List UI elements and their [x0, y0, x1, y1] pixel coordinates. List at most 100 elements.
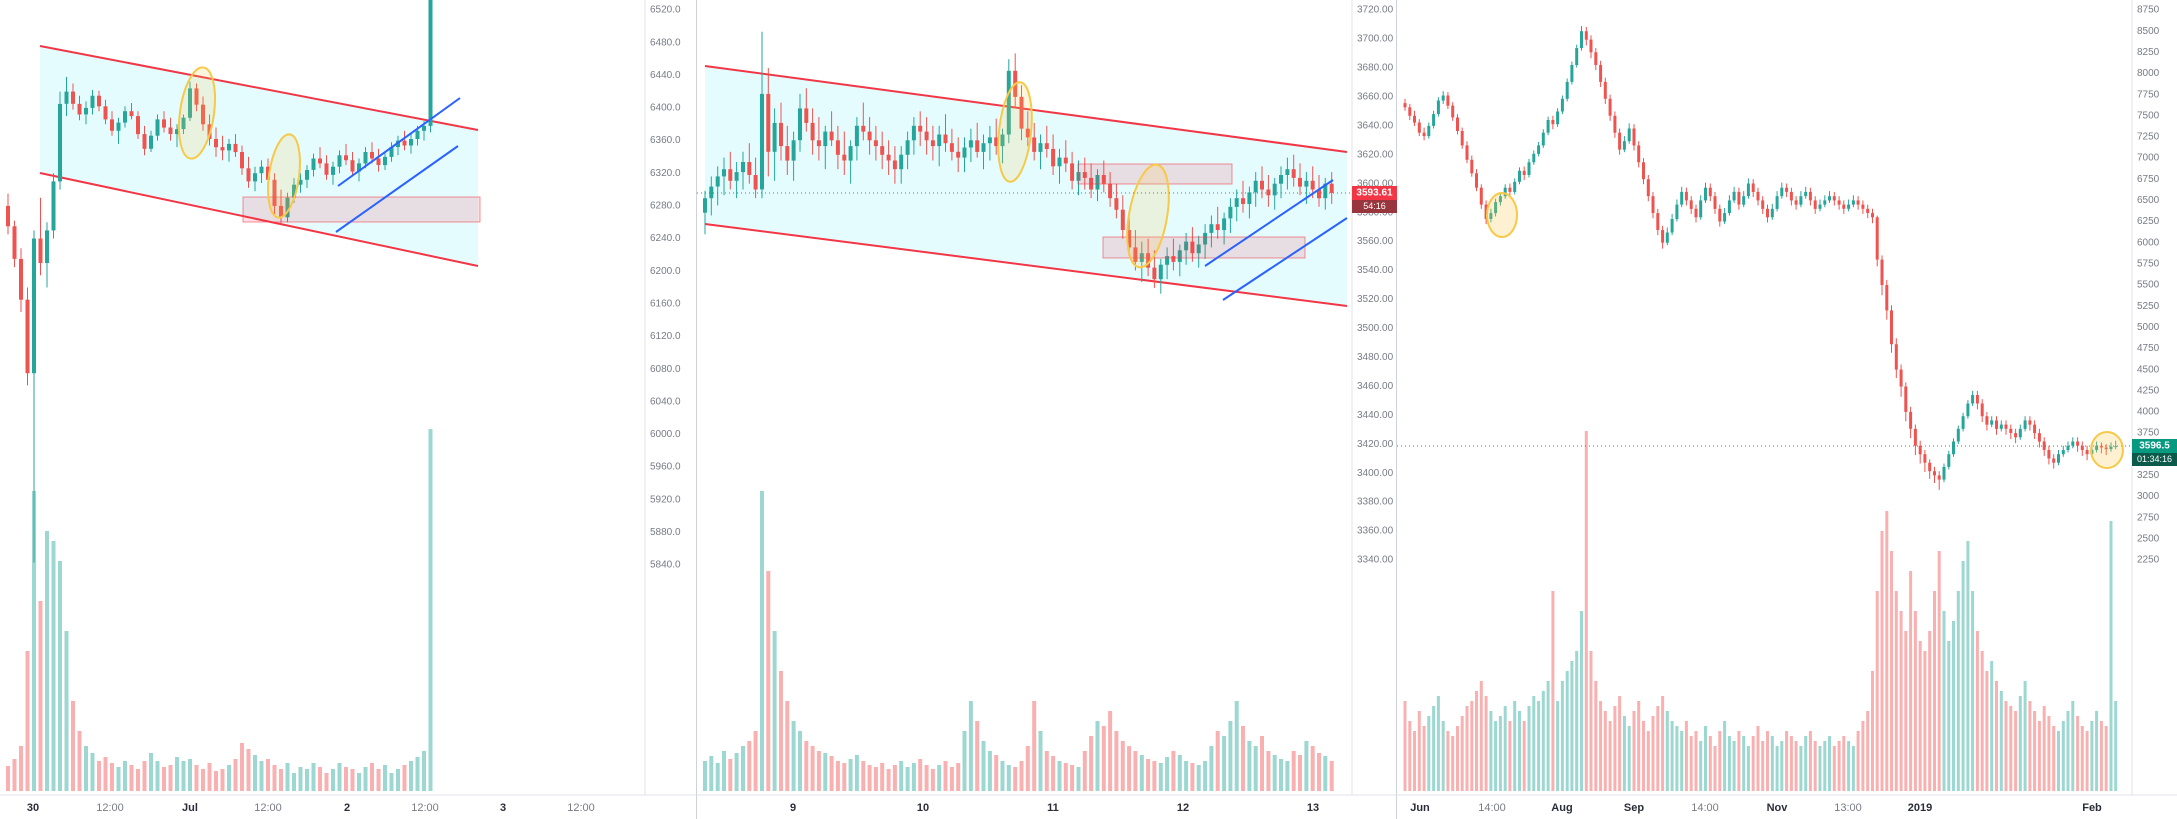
ascending-trendline-1[interactable]: [337, 97, 461, 187]
candle-body: [1799, 196, 1803, 205]
volume-bar: [1575, 651, 1579, 791]
price-badge-value: 3596.5: [2139, 441, 2170, 452]
volume-bar: [918, 759, 923, 791]
candle-body: [1222, 218, 1227, 230]
volume-bar: [1799, 746, 1803, 791]
x-tick-label: Sep: [1624, 802, 1644, 814]
volume-bar: [253, 755, 257, 791]
highlight-ellipse-1[interactable]: [994, 81, 1036, 184]
time-axis[interactable]: Jun 14:00 Aug Sep 14:00 Nov 13:00 2019 Feb: [1410, 802, 2102, 814]
volume-bar: [1961, 561, 1965, 791]
candle-body: [854, 125, 859, 147]
volume-bar: [19, 746, 23, 791]
chart-canvas-1[interactable]: 6520.0 6480.0 6440.0 6400.0 6360.0 6320.0 6280…: [0, 0, 697, 819]
time-axis[interactable]: 9 10 11 12 13: [790, 802, 1319, 814]
candle-body: [1266, 189, 1271, 196]
x-tick-label: 12:00: [567, 802, 595, 814]
volume-bar: [791, 721, 796, 791]
price-axis[interactable]: 8750 8500 8250 8000 7750 7500 7250 7000 6750 6500…: [2137, 5, 2160, 566]
drawings-over-layer: [697, 81, 1352, 301]
volume-bar: [873, 767, 878, 791]
volume-bar: [110, 763, 114, 791]
volume-bar: [1756, 726, 1760, 791]
volume-bar: [1923, 651, 1927, 791]
volume-bar: [38, 601, 43, 791]
candle-body: [1742, 196, 1746, 205]
chart-panel-2[interactable]: 3720.00 3700.00 3680.00 3660.00 3640.00 3620.…: [697, 0, 1397, 819]
channel-lower-line[interactable]: [704, 223, 1348, 307]
candle-body: [1875, 217, 1879, 260]
y-tick-label: 6000.0: [650, 429, 681, 440]
candle-body: [1120, 209, 1125, 230]
y-tick-label: 3660.00: [1357, 91, 1394, 102]
highlight-ellipse-2[interactable]: [2090, 431, 2124, 469]
volume-bar: [1684, 721, 1688, 791]
volume-bar: [1032, 701, 1037, 791]
candle-body: [1025, 128, 1030, 138]
chart-panel-3[interactable]: 8750 8500 8250 8000 7750 7500 7250 7000 6750 6500…: [1397, 0, 2177, 819]
volume-bar: [298, 767, 303, 791]
volume-bar: [715, 763, 720, 791]
volume-bar: [2023, 681, 2027, 791]
highlight-ellipse-2[interactable]: [1120, 161, 1175, 270]
candle-body: [409, 139, 413, 146]
chart-canvas-3[interactable]: 8750 8500 8250 8000 7750 7500 7250 7000 6750 6500…: [1397, 0, 2177, 819]
candle-body: [246, 168, 251, 182]
y-tick-label: 8250: [2137, 47, 2160, 58]
volume-bar: [1966, 541, 1970, 791]
candle-body: [129, 111, 134, 117]
volume-bar: [785, 701, 790, 791]
channel-lower-line[interactable]: [39, 172, 479, 267]
volume-bar: [848, 759, 853, 791]
volume-bar: [1101, 726, 1106, 791]
time-axis[interactable]: 30 12:00 Jul 12:00 2 12:00 3 12:00: [27, 802, 595, 814]
y-tick-label: 5840.0: [650, 560, 681, 571]
candle-body: [880, 146, 885, 155]
support-zone-rect[interactable]: [242, 196, 481, 223]
candle-body: [331, 166, 335, 175]
ascending-trendline-1[interactable]: [1204, 179, 1334, 267]
candle-body: [1866, 208, 1870, 213]
y-tick-label: 5880.0: [650, 527, 681, 538]
candle-body: [1670, 219, 1674, 233]
volume-bar: [1532, 696, 1536, 791]
candle-body: [1751, 183, 1755, 192]
volume-bar: [1875, 591, 1879, 791]
volume-bar: [1565, 671, 1569, 791]
candle-body: [835, 140, 840, 155]
ascending-trendline-2[interactable]: [1222, 217, 1348, 301]
volume-bar: [1708, 736, 1712, 791]
candle-body: [1253, 180, 1258, 193]
volume-bar: [311, 763, 316, 791]
y-tick-label: 5250: [2137, 301, 2160, 312]
candle-body: [6, 205, 10, 227]
x-tick-label: 30: [27, 802, 39, 814]
channel-upper-line[interactable]: [39, 45, 479, 131]
volume-bar: [1446, 731, 1450, 791]
price-axis[interactable]: 3720.00 3700.00 3680.00 3660.00 3640.00 3620.…: [1357, 5, 1394, 566]
volume-bar: [956, 763, 961, 791]
volume-bar: [214, 771, 218, 791]
chart-panel-1[interactable]: 6520.0 6480.0 6440.0 6400.0 6360.0 6320.0 6280…: [0, 0, 697, 819]
candle-body: [1436, 100, 1440, 114]
highlight-ellipse-2[interactable]: [263, 132, 304, 219]
support-zone-rect[interactable]: [1102, 236, 1306, 259]
candle-body: [747, 162, 752, 175]
volume-bar: [1718, 731, 1722, 791]
candle-body: [1190, 241, 1195, 254]
candle-body: [1234, 198, 1239, 207]
highlight-ellipse-1[interactable]: [174, 65, 220, 161]
descending-channel-fill[interactable]: [40, 46, 478, 266]
volume-bar: [1451, 736, 1455, 791]
ascending-trendline-2[interactable]: [335, 145, 459, 233]
chart-canvas-2[interactable]: 3720.00 3700.00 3680.00 3660.00 3640.00 3620.…: [697, 0, 1397, 819]
volume-bar: [1196, 765, 1201, 791]
volume-bar: [937, 765, 942, 791]
volume-bar: [45, 531, 49, 791]
highlight-ellipse-1[interactable]: [1486, 192, 1518, 238]
candle-body: [344, 155, 348, 161]
candle-body: [1279, 175, 1283, 184]
candle-body: [1541, 132, 1545, 146]
channel-upper-line[interactable]: [704, 65, 1348, 153]
price-axis[interactable]: 6520.0 6480.0 6440.0 6400.0 6360.0 6320.0 6280…: [650, 5, 681, 571]
